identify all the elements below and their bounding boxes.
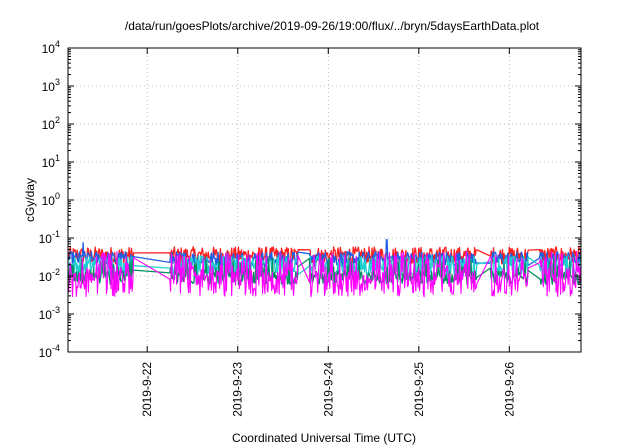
y-tick-label: 100 bbox=[42, 191, 60, 208]
x-axis-label: Coordinated Universal Time (UTC) bbox=[232, 431, 416, 445]
y-tick-label: 10-3 bbox=[39, 305, 60, 322]
series-group bbox=[67, 239, 582, 298]
chart-title: /data/run/goesPlots/archive/2019-09-26/1… bbox=[125, 19, 540, 33]
x-tick-label: 2019-9-26 bbox=[502, 362, 516, 417]
y-tick-label: 10-1 bbox=[39, 229, 60, 246]
grid-lines bbox=[68, 48, 581, 352]
y-axis-label: cGy/day bbox=[23, 178, 37, 222]
series-line bbox=[67, 239, 582, 268]
series-line bbox=[67, 250, 582, 298]
x-tick-label: 2019-9-25 bbox=[412, 362, 426, 417]
y-tick-label: 10-2 bbox=[39, 267, 60, 284]
x-tick-label: 2019-9-24 bbox=[321, 362, 335, 417]
y-axis: 10-4 10-3 10-2 10-1 100 101 102 103 104 bbox=[39, 39, 581, 360]
y-tick-label: 104 bbox=[42, 39, 60, 56]
x-tick-label: 2019-9-22 bbox=[140, 362, 154, 417]
x-axis: 2019-9-22 2019-9-23 2019-9-24 2019-9-25 2019… bbox=[140, 48, 516, 417]
y-tick-label: 10-4 bbox=[39, 343, 60, 360]
x-tick-label: 2019-9-23 bbox=[231, 362, 245, 417]
y-tick-label: 102 bbox=[42, 115, 60, 132]
y-tick-label: 103 bbox=[42, 77, 60, 94]
y-tick-label: 101 bbox=[42, 153, 60, 170]
